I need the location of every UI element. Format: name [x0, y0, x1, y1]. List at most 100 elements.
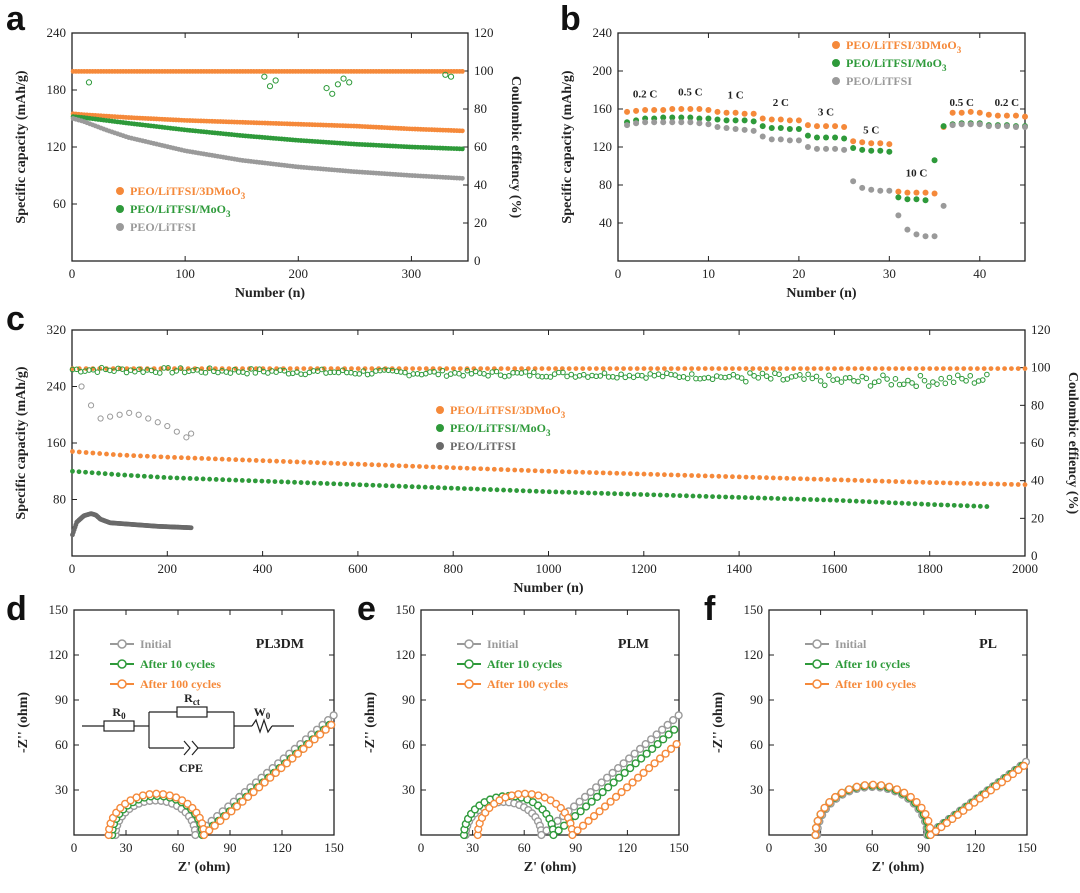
rate-point-gray [823, 145, 830, 152]
x-axis-title: Number (n) [235, 286, 305, 301]
ce-point-green [194, 367, 200, 373]
legend-label: PEO/LiTFSI/MoO3 [846, 56, 947, 73]
eis-point-orange [232, 802, 242, 811]
y-tick-label: 60 [750, 737, 763, 752]
eis-point-orange [227, 807, 236, 816]
ce-point-orange [1002, 366, 1007, 372]
rate-point-gray [705, 121, 712, 128]
capacity-point-orange [940, 480, 946, 486]
capacity-point-green [207, 476, 213, 482]
eis-point-orange [1014, 765, 1023, 775]
capacity-point-orange [104, 451, 109, 457]
ce-point-green [334, 81, 341, 88]
x-tick-label: 800 [443, 561, 463, 576]
ce-point-orange [879, 366, 885, 372]
ce-point-green [821, 382, 828, 389]
ce-point-green [447, 73, 455, 80]
capacity-point-green [298, 480, 304, 485]
x-tick-label: 0 [766, 840, 773, 855]
capacity-point-green [200, 476, 206, 482]
legend-label-text: Initial [140, 637, 172, 651]
capacity-point-orange [260, 458, 266, 464]
capacity-point-orange [117, 452, 123, 458]
rate-point-gray [877, 187, 884, 194]
eis-point-orange [249, 787, 258, 797]
ce-point-green [767, 376, 774, 382]
ce-point-orange [580, 366, 586, 372]
rate-point-orange [931, 190, 938, 197]
ce-point-green [921, 377, 928, 384]
resistor-rct [176, 706, 208, 718]
capacity-point-green [749, 495, 755, 501]
legend-label-text: PEO/LiTFSI [450, 439, 516, 453]
y-tick-label: 120 [396, 647, 416, 662]
rate-point-orange [859, 139, 866, 146]
capacity-point-green [187, 476, 193, 481]
eis-point-orange [282, 759, 291, 768]
eis-point-orange [811, 830, 820, 840]
x-tick-label: 150 [324, 840, 344, 855]
capacity-point-orange [961, 480, 967, 486]
x-tick-label: 0 [69, 266, 76, 281]
ce-point-orange [818, 366, 824, 372]
capacity-point-green [553, 489, 559, 495]
rate-point-gray [750, 127, 757, 134]
legend-label: After 100 cycles [487, 677, 568, 691]
eis-point-orange [921, 810, 930, 819]
ce-point-green [659, 373, 666, 380]
ce-point-orange [886, 366, 892, 372]
capacity-point-orange [995, 481, 1001, 487]
x-tick-label: 90 [224, 840, 237, 855]
ce-point-green [464, 367, 471, 374]
ce-point-orange [954, 366, 960, 372]
panel-tag: PL [979, 637, 997, 652]
eis-point-green [664, 730, 673, 739]
ce-point-orange [1015, 366, 1021, 372]
capacity-point-orange [287, 459, 293, 465]
panel-letter: e [357, 590, 376, 628]
eis-point-gray [569, 802, 579, 811]
x-tick-label: 150 [1017, 840, 1037, 855]
capacity-point-orange [321, 460, 327, 466]
eis-point-green [653, 739, 662, 749]
eis-point-orange [953, 810, 962, 819]
ce-point-green [709, 376, 716, 383]
ce-point-green [934, 381, 940, 387]
capacity-point-dark_gray [188, 525, 194, 531]
capacity-point-green [285, 479, 291, 485]
ce-point-green [132, 368, 138, 375]
rate-point-gray [642, 119, 649, 126]
capacity-point-orange [532, 468, 538, 474]
ce-point-orange [736, 366, 742, 372]
x-tick-label: 600 [348, 561, 368, 576]
capacity-point-orange [981, 481, 987, 487]
x-tick-label: 200 [158, 561, 178, 576]
rate-point-orange [777, 116, 784, 123]
eis-point-orange [271, 768, 280, 778]
capacity-point-green [115, 472, 121, 478]
ce-point-orange [791, 366, 797, 372]
capacity-point-green [860, 499, 866, 504]
ce-point-orange [702, 366, 708, 372]
rate-point-orange [904, 189, 911, 196]
eis-point-gray [575, 797, 584, 806]
capacity-point-green [906, 501, 911, 506]
eis-point-orange [584, 816, 593, 826]
ce-point-green [867, 383, 874, 389]
eis-point-orange [892, 785, 902, 794]
legend-label: Initial [140, 637, 172, 651]
rate-point-green [660, 114, 667, 121]
cpe-symbol [183, 740, 199, 756]
rate-point-green [813, 134, 820, 141]
capacity-point-orange [301, 459, 307, 465]
capacity-point-green [527, 488, 533, 494]
ce-point-orange [478, 366, 484, 372]
panel-letter: b [560, 0, 581, 38]
capacity-point-green [135, 473, 141, 479]
eis-point-orange [622, 783, 632, 792]
rate-point-green [687, 114, 694, 121]
ce-point-green [614, 374, 620, 381]
capacity-point-green [344, 481, 350, 487]
legend-label: PEO/LiTFSI/3DMoO3 [846, 38, 962, 55]
ce-point-green [639, 372, 645, 379]
